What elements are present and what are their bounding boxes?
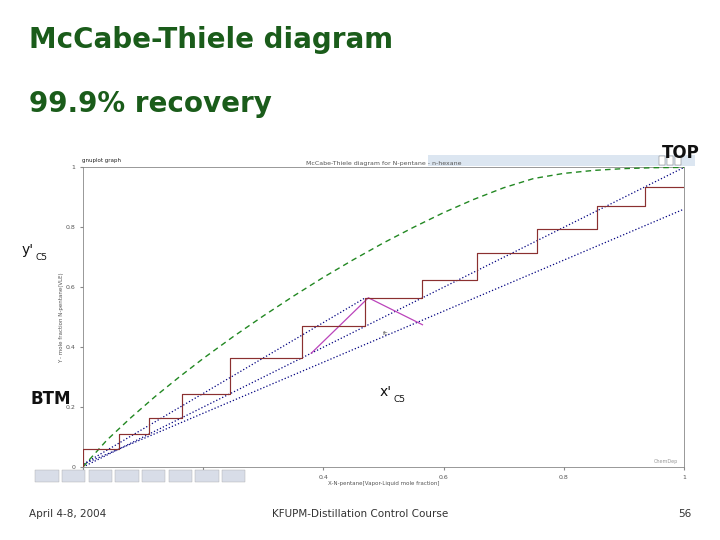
Bar [115,470,139,482]
X-axis label: X-N-pentane[Vapor-Liquid mole fraction]: X-N-pentane[Vapor-Liquid mole fraction] [328,481,439,486]
Bar [659,156,665,165]
Bar [675,156,681,165]
Y-axis label: Y - mole fraction N-pentane(VLE): Y - mole fraction N-pentane(VLE) [59,272,64,362]
Bar [222,470,246,482]
Bar [142,470,166,482]
Text: 56: 56 [678,509,691,519]
Text: McCabe-Thiele diagram: McCabe-Thiele diagram [29,26,393,54]
Text: x': x' [380,385,392,399]
Text: TOP: TOP [662,144,700,162]
Text: KFUPM-Distillation Control Course: KFUPM-Distillation Control Course [272,509,448,519]
Bar [35,470,59,482]
Text: BTM: BTM [30,390,71,408]
Text: gnuplot graph: gnuplot graph [82,158,121,163]
Text: y': y' [22,243,34,257]
Title: McCabe-Thiele diagram for N-pentane - n-hexane: McCabe-Thiele diagram for N-pentane - n-… [306,160,461,166]
Bar [428,155,695,166]
Text: ChemDep: ChemDep [654,459,678,464]
Text: fc: fc [384,331,389,336]
Bar [667,156,673,165]
Text: C5: C5 [394,395,406,404]
Bar [89,470,112,482]
Bar [168,470,192,482]
Bar [195,470,219,482]
Bar [62,470,86,482]
Text: 99.9% recovery: 99.9% recovery [29,90,271,118]
Text: C5: C5 [36,253,48,262]
Text: April 4-8, 2004: April 4-8, 2004 [29,509,106,519]
